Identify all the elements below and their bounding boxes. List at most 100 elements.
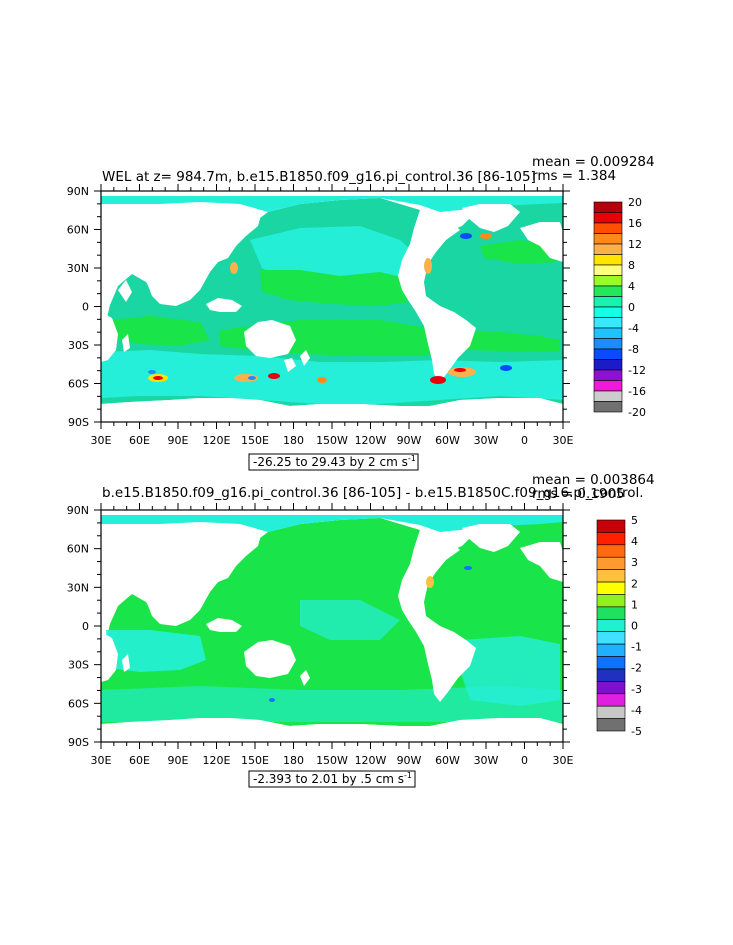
- colorbar-label: 0: [631, 620, 638, 633]
- lat-label: 30N: [67, 581, 89, 594]
- map-bottom-ticks: [94, 503, 570, 749]
- colorbar-swatch: [596, 631, 626, 645]
- lon-label: 90E: [168, 434, 189, 447]
- colorbar-swatch: [593, 275, 623, 287]
- colorbar-label: -8: [628, 343, 639, 356]
- lon-label: 30W: [474, 434, 499, 447]
- colorbar-label: -3: [631, 683, 642, 696]
- colorbar-label: 20: [628, 196, 642, 209]
- map-top-ticks: [94, 184, 570, 429]
- colorbar-label: 1: [631, 598, 638, 611]
- lon-label: 30E: [91, 434, 112, 447]
- panel-top: WEL at z= 984.7m, b.e15.B1850.f09_g16.pi…: [67, 154, 655, 471]
- map-top-lon-labels: 30E 60E 90E 120E 150E 180 150W 120W 90W 60W 30W 0 30…: [91, 434, 574, 447]
- panel-bottom-mean: mean = 0.003864: [532, 472, 655, 488]
- lon-label: 180: [283, 754, 304, 767]
- colorbar-swatch: [596, 556, 626, 570]
- panel-bottom: b.e15.B1850.f09_g16.pi_control.36 [86-10…: [67, 472, 655, 788]
- colorbar-label: -2: [631, 662, 642, 675]
- lon-label: 120E: [203, 754, 231, 767]
- colorbar-swatch: [596, 532, 626, 546]
- colorbar-label: -12: [628, 364, 646, 377]
- lat-label: 90S: [68, 416, 89, 429]
- range-label-top: -26.25 to 29.43 by 2 cm s-1: [253, 454, 416, 469]
- lat-label: 60S: [68, 378, 89, 391]
- colorbar-label: 12: [628, 238, 642, 251]
- colorbar-swatch: [593, 243, 623, 255]
- colorbar-swatch: [593, 390, 623, 402]
- lat-label: 60N: [67, 543, 89, 556]
- colorbar-swatch: [593, 380, 623, 392]
- colorbar-label: 4: [631, 535, 638, 548]
- colorbar-top: 20 16 12 8 4 0 -4 -8 -12 -16 -20: [593, 196, 646, 419]
- colorbar-label: 2: [631, 577, 638, 590]
- panel-bottom-title: b.e15.B1850.f09_g16.pi_control.36 [86-10…: [102, 485, 644, 501]
- colorbar-swatch: [593, 338, 623, 350]
- lon-label: 90W: [397, 434, 422, 447]
- lon-label: 60W: [435, 754, 460, 767]
- map-top-lat-labels: 90N 60N 30N 0 30S 60S 90S: [67, 185, 89, 429]
- colorbar-swatch: [593, 359, 623, 371]
- colorbar-swatch: [593, 233, 623, 245]
- colorbar-swatch: [593, 401, 623, 413]
- land-top: [101, 204, 563, 422]
- lat-label: 30S: [68, 659, 89, 672]
- lon-label: 30E: [91, 754, 112, 767]
- colorbar-swatch: [596, 668, 626, 682]
- colorbar-swatch: [596, 544, 626, 558]
- colorbar-label: 0: [628, 301, 635, 314]
- range-box-bottom: [248, 770, 416, 788]
- colorbar-swatch: [593, 348, 623, 360]
- colorbar-swatch: [593, 327, 623, 339]
- colorbar-swatch: [596, 519, 626, 533]
- colorbar-label: 4: [628, 280, 635, 293]
- colorbar-swatch: [596, 705, 626, 719]
- colorbar-swatch: [596, 594, 626, 608]
- panel-top-title: WEL at z= 984.7m, b.e15.B1850.f09_g16.pi…: [102, 169, 536, 185]
- land-bottom: [101, 524, 563, 742]
- lon-label: 0: [521, 754, 528, 767]
- lat-label: 60N: [67, 224, 89, 237]
- range-box-top: [248, 453, 419, 471]
- colorbar-label: -1: [631, 641, 642, 654]
- colorbar-label: -4: [628, 322, 639, 335]
- lon-label: 90W: [397, 754, 422, 767]
- colorbar-label: -4: [631, 704, 642, 717]
- colorbar-swatch: [593, 369, 623, 381]
- colorbar-swatch: [596, 618, 626, 633]
- lat-label: 0: [82, 301, 89, 314]
- colorbar-label: -16: [628, 385, 646, 398]
- lon-label: 150E: [241, 754, 269, 767]
- lon-label: 60E: [129, 754, 150, 767]
- lon-label: 150W: [316, 754, 348, 767]
- panel-top-rms: rms = 1.384: [532, 168, 616, 184]
- colorbar-swatch: [593, 296, 623, 308]
- lat-label: 30S: [68, 339, 89, 352]
- colorbar-swatch: [593, 212, 623, 224]
- colorbar-swatch: [596, 643, 626, 657]
- lon-label: 60W: [435, 434, 460, 447]
- map-top: [101, 191, 563, 422]
- lat-label: 30N: [67, 262, 89, 275]
- colorbar-swatch: [596, 569, 626, 583]
- lon-label: 30W: [474, 754, 499, 767]
- lon-label: 150W: [316, 434, 348, 447]
- map-bottom-lat-labels: 90N 60N 30N 0 30S 60S 90S: [67, 504, 89, 749]
- colorbar-label: 3: [631, 556, 638, 569]
- colorbar-swatch: [596, 581, 626, 595]
- lat-label: 60S: [68, 697, 89, 710]
- colorbar-swatch: [593, 264, 623, 276]
- panel-top-mean: mean = 0.009284: [532, 154, 655, 170]
- lon-label: 30E: [553, 434, 574, 447]
- colorbar-label: 16: [628, 217, 642, 230]
- map-bottom-lon-labels: 30E 60E 90E 120E 150E 180 150W 120W 90W 60W 30W 0 30…: [91, 754, 574, 767]
- lon-label: 90E: [168, 754, 189, 767]
- lat-label: 90S: [68, 736, 89, 749]
- colorbar-bottom: 5 4 3 2 1 0 -1 -2 -3 -4 -5: [596, 514, 642, 738]
- anomalies-top: [148, 233, 512, 384]
- lat-label: 90N: [67, 504, 89, 517]
- lon-label: 60E: [129, 434, 150, 447]
- colorbar-swatch: [593, 254, 623, 266]
- lon-label: 120E: [203, 434, 231, 447]
